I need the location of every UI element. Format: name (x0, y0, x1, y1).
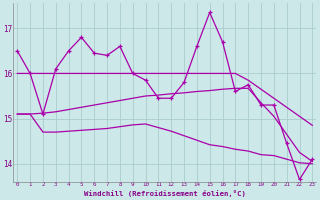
X-axis label: Windchill (Refroidissement éolien,°C): Windchill (Refroidissement éolien,°C) (84, 190, 246, 197)
